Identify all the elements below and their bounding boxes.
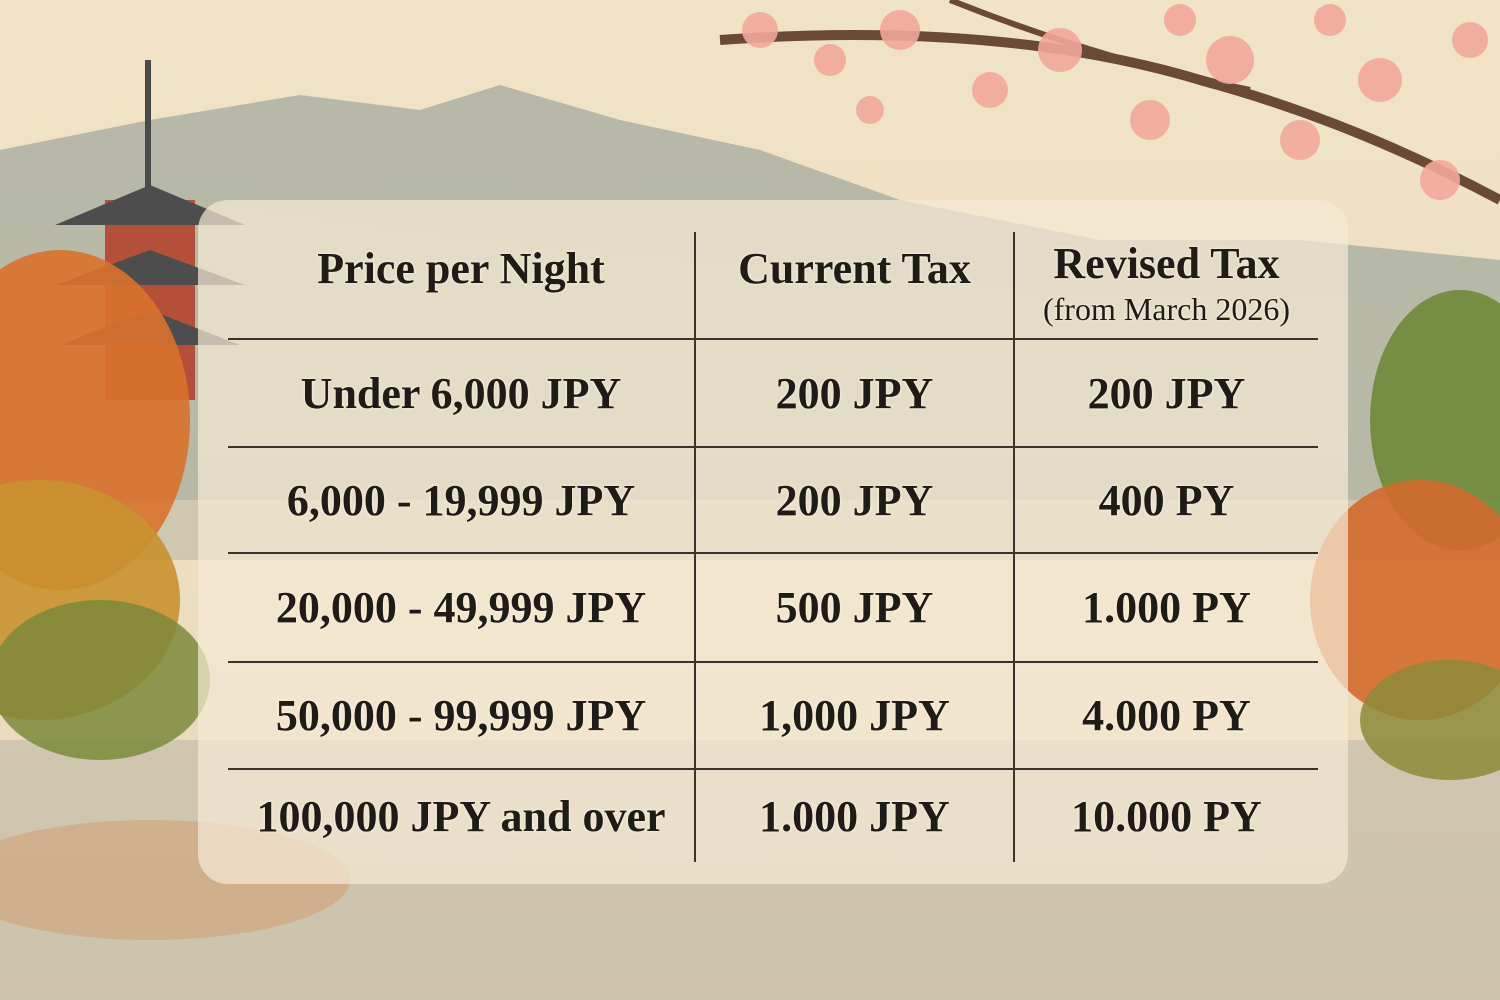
row-divider: [228, 446, 1318, 448]
cell-price-range: 50,000 - 99,999 JPY: [275, 691, 647, 740]
row-divider: [228, 552, 1318, 554]
cell-revised-tax: 200 JPY: [1087, 368, 1246, 418]
header-revised-tax-sublabel: (from March 2026): [1042, 291, 1291, 327]
cell-price-range: 100,000 JPY and over: [256, 791, 666, 841]
cell-current-tax: 1,000 JPY: [759, 691, 950, 740]
row-divider: [228, 768, 1318, 770]
cell-revised-tax: 400 PY: [1098, 475, 1235, 525]
cell-current-tax: 500 JPY: [775, 583, 934, 632]
cell-current-tax: 1.000 JPY: [759, 791, 950, 841]
cell-current-tax: 200 JPY: [775, 368, 934, 418]
header-revised-tax: Revised Tax (from March 2026): [1015, 232, 1318, 338]
cell-price-range: 20,000 - 49,999 JPY: [275, 583, 647, 632]
cell-revised-tax: 4.000 PY: [1082, 691, 1251, 740]
header-price-per-night: Price per Night: [317, 243, 605, 293]
cell-price-range: 6,000 - 19,999 JPY: [286, 475, 636, 525]
row-divider: [228, 661, 1318, 663]
cherry-blossom-branch: [719, 0, 1500, 205]
cell-revised-tax: 10.000 PY: [1071, 791, 1262, 841]
column-divider: [1013, 232, 1015, 862]
header-current-tax: Current Tax: [738, 243, 971, 293]
column-divider: [694, 232, 696, 862]
tax-table-panel: [198, 200, 1348, 884]
header-revised-tax-label: Revised Tax: [1053, 239, 1280, 288]
cell-price-range: Under 6,000 JPY: [300, 368, 622, 418]
row-divider: [228, 338, 1318, 340]
cell-revised-tax: 1.000 PY: [1082, 583, 1251, 632]
cell-current-tax: 200 JPY: [775, 475, 934, 525]
autumn-trees: [0, 250, 1500, 940]
